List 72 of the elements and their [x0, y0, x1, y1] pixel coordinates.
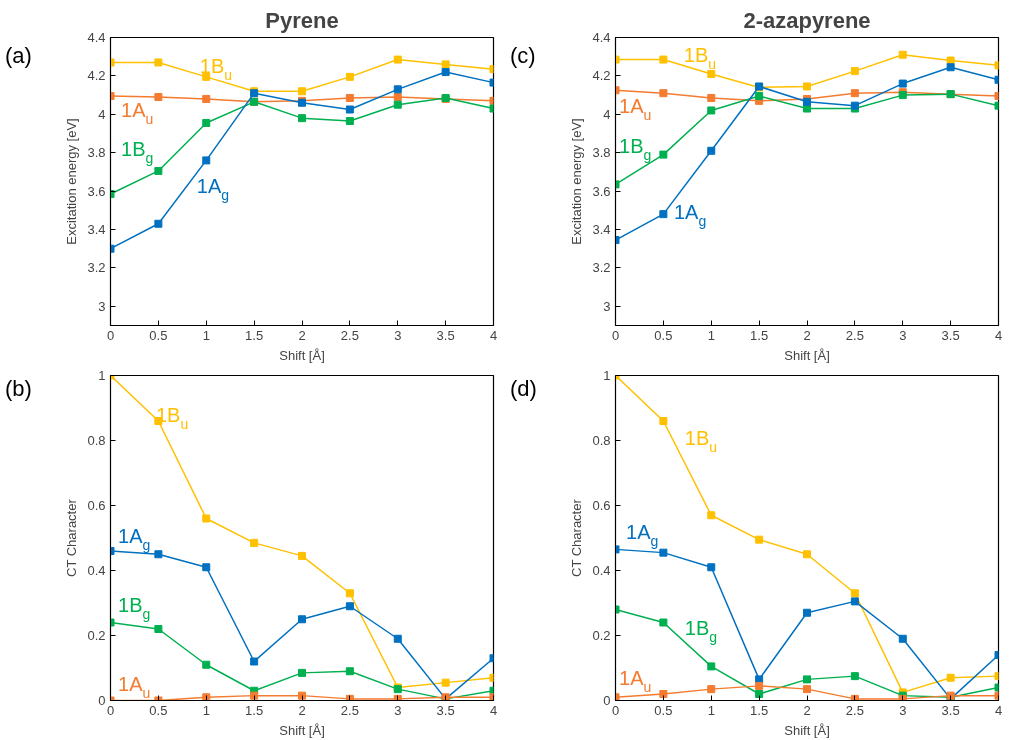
y-tick-label: 4	[98, 106, 106, 122]
y-tick-label: 3	[98, 298, 106, 314]
x-tick-label: 0.5	[654, 327, 673, 343]
x-tick-label: 1.5	[245, 327, 264, 343]
x-tick-label: 3.5	[941, 327, 960, 343]
x-tick-label: 1	[707, 327, 715, 343]
y-tick-label: 4.4	[592, 30, 611, 45]
x-tick-label: 2	[803, 327, 811, 343]
y-tick-label: 4.4	[87, 30, 106, 45]
x-tick-label: 1.5	[750, 702, 769, 718]
x-tick-label: 1	[202, 702, 210, 718]
chart-title: Pyrene	[265, 7, 339, 33]
y-tick-label: 0.2	[592, 628, 611, 643]
y-tick-label: 3.6	[87, 183, 106, 199]
x-tick-label: 1	[202, 327, 210, 343]
x-tick-label: 3	[394, 702, 402, 718]
x-tick-label: 3.5	[436, 327, 455, 343]
y-tick-label: 3.4	[592, 222, 611, 237]
y-tick-label: 0.4	[592, 563, 611, 578]
x-tick-label: 3.5	[436, 702, 455, 718]
x-tick-label: 1.5	[750, 327, 769, 343]
y-tick-label: 1	[603, 368, 611, 383]
x-tick-label: 3	[899, 702, 907, 718]
x-tick-label: 0.5	[654, 702, 673, 718]
y-tick-label: 3.4	[87, 222, 106, 237]
y-tick-label: 3.2	[592, 260, 611, 276]
y-tick-label: 3	[603, 298, 611, 314]
x-tick-label: 2	[803, 702, 811, 718]
x-axis-title: Shift [Å]	[279, 347, 325, 363]
x-tick-label: 4	[994, 702, 1003, 718]
y-tick-label: 0.6	[87, 498, 106, 513]
text: (b)	[5, 375, 32, 403]
y-axis-title: Excitation energy [eV]	[64, 118, 80, 245]
text: (c)	[510, 42, 536, 70]
y-tick-label: 4	[603, 106, 611, 122]
y-axis-title: CT Character	[64, 498, 80, 578]
x-tick-label: 2.5	[340, 702, 359, 718]
y-tick-label: 0.8	[592, 433, 611, 448]
x-tick-label: 0.5	[149, 327, 168, 343]
x-axis-title: Shift [Å]	[784, 347, 830, 363]
y-tick-label: 3.8	[87, 145, 106, 161]
x-tick-label: 0.5	[149, 702, 168, 718]
x-tick-label: 4	[489, 702, 498, 718]
x-tick-label: 4	[489, 327, 498, 343]
y-tick-label: 1	[98, 368, 106, 383]
x-tick-label: 3.5	[941, 702, 960, 718]
text: (d)	[510, 375, 537, 403]
chart-title: 2-azapyrene	[743, 7, 871, 33]
x-tick-label: 3	[899, 327, 907, 343]
x-tick-label: 1	[707, 702, 715, 718]
x-axis-title: Shift [Å]	[784, 722, 830, 738]
y-tick-label: 3.2	[87, 260, 106, 276]
y-axis-title: Excitation energy [eV]	[569, 118, 585, 245]
x-tick-label: 2.5	[340, 327, 359, 343]
x-tick-label: 3	[394, 327, 402, 343]
text: (a)	[5, 42, 32, 70]
x-tick-label: 4	[994, 327, 1003, 343]
x-tick-label: 1.5	[245, 702, 264, 718]
x-tick-label: 2.5	[845, 327, 864, 343]
y-tick-label: 3.8	[592, 145, 611, 161]
y-tick-label: 0.6	[592, 498, 611, 513]
y-axis-title: CT Character	[569, 498, 585, 578]
x-tick-label: 2.5	[845, 702, 864, 718]
y-tick-label: 3.6	[592, 183, 611, 199]
y-tick-label: 4.2	[87, 68, 106, 84]
x-tick-label: 2	[298, 327, 306, 343]
x-tick-label: 2	[298, 702, 306, 718]
y-tick-label: 0.4	[87, 563, 106, 578]
y-tick-label: 0.8	[87, 433, 106, 448]
y-tick-label: 0.2	[87, 628, 106, 643]
y-tick-label: 4.2	[592, 68, 611, 84]
x-axis-title: Shift [Å]	[279, 722, 325, 738]
